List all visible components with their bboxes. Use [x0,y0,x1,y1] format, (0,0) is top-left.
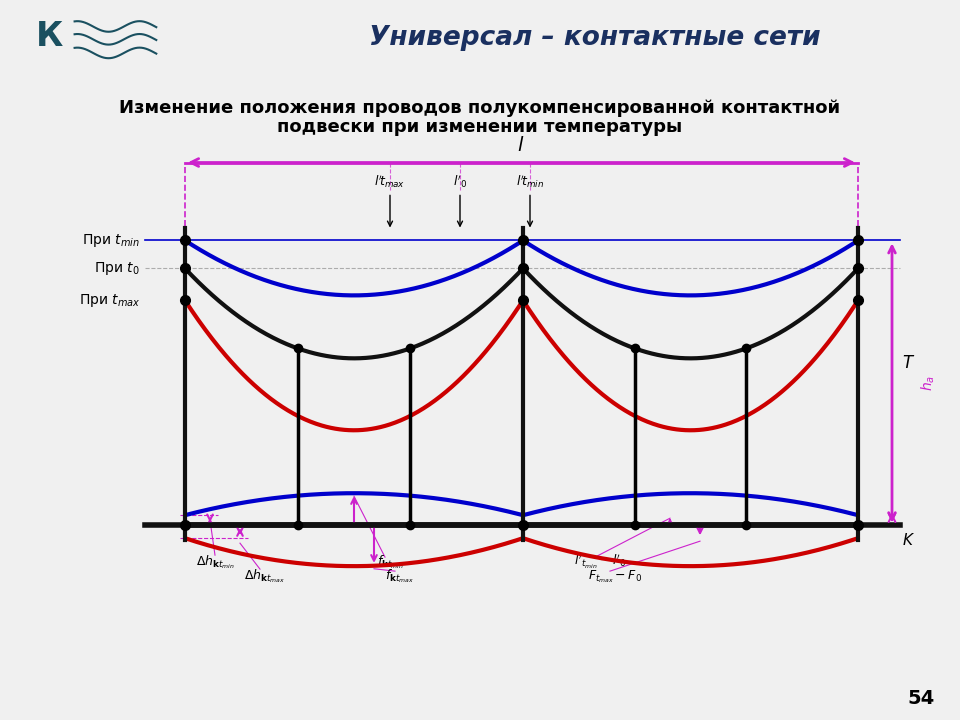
Text: При $t_{max}$: При $t_{max}$ [79,292,140,309]
Text: подвески при изменении температуры: подвески при изменении температуры [277,117,683,135]
Text: $T$: $T$ [902,354,915,372]
Text: 54: 54 [908,689,935,708]
Text: Изменение положения проводов полукомпенсированной контактной: Изменение положения проводов полукомпенс… [119,99,841,117]
Text: $f_{\mathbf{k}t_{min}}$: $f_{\mathbf{k}t_{min}}$ [376,553,403,571]
Text: Универсал – контактные сети: Универсал – контактные сети [370,24,821,51]
Text: $\Delta h_{\mathbf{k}t_{max}}$: $\Delta h_{\mathbf{k}t_{max}}$ [245,567,285,585]
Text: $l'\!t_{min}$: $l'\!t_{min}$ [516,174,544,191]
Text: $l$: $l$ [517,135,525,155]
Text: $h_a$: $h_a$ [920,375,937,392]
Text: $f_{\mathbf{k}t_{max}}$: $f_{\mathbf{k}t_{max}}$ [386,567,415,585]
Text: $l'_0$: $l'_0$ [453,174,468,191]
Text: $F_{t_{max}}-F_0$: $F_{t_{max}}-F_0$ [588,568,642,585]
Text: При $t_0$: При $t_0$ [94,260,140,277]
Text: $K$: $K$ [902,532,915,548]
Text: $l'\!t_{max}$: $l'\!t_{max}$ [374,174,406,191]
Text: $l'_{t_{min}}-l'_0$: $l'_{t_{min}}-l'_0$ [574,553,626,571]
Text: При $t_{min}$: При $t_{min}$ [83,232,140,249]
Text: $\Delta h_{\mathbf{k}t_{min}}$: $\Delta h_{\mathbf{k}t_{min}}$ [196,553,234,571]
Text: К: К [36,19,63,53]
